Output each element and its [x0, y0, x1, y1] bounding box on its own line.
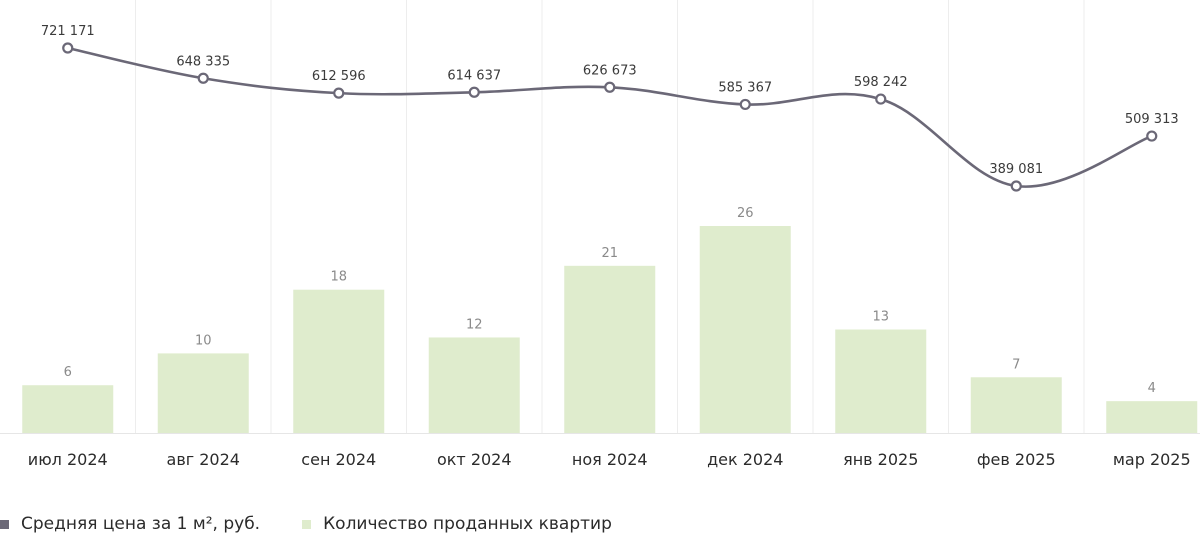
bar-label-7: 7 — [1012, 357, 1020, 372]
price-line — [67, 46, 1153, 188]
x-tick-label-7: фев 2025 — [977, 450, 1056, 469]
bar-label-0: 6 — [64, 365, 72, 380]
bar-label-5: 26 — [737, 206, 754, 221]
x-tick-label-8: мар 2025 — [1113, 450, 1191, 469]
price-label-3: 614 637 — [447, 68, 501, 83]
price-point-7 — [1010, 180, 1022, 192]
x-tick-label-5: дек 2024 — [707, 450, 783, 469]
bar-6 — [835, 329, 927, 433]
price-point-1 — [197, 72, 209, 84]
price-point-8 — [1146, 130, 1158, 142]
legend-label-price: Средняя цена за 1 м², руб. — [21, 514, 261, 534]
price-label-0: 721 171 — [41, 24, 95, 39]
price-point-2 — [333, 87, 345, 99]
x-axis-labels: июл 2024 авг 2024 сен 2024 окт 2024 ноя 2024… — [28, 450, 1191, 469]
legend-swatch-price — [0, 519, 9, 529]
bar-3 — [428, 337, 520, 433]
price-point-0 — [62, 42, 74, 54]
price-point-3 — [468, 86, 480, 98]
x-tick-label-1: авг 2024 — [167, 450, 240, 469]
bar-8 — [1106, 401, 1198, 433]
bar-label-4: 21 — [601, 246, 618, 261]
chart: 6 10 18 12 21 26 13 7 4 721 171 648 335 612 596 614… — [0, 0, 1200, 469]
legend-swatch-count — [302, 519, 312, 529]
bar-value-labels: 6 10 18 12 21 26 13 7 4 — [64, 206, 1156, 396]
bar-label-1: 10 — [195, 333, 212, 348]
price-point-5 — [739, 98, 751, 111]
bar-label-6: 13 — [872, 310, 889, 325]
bar-series — [22, 226, 1198, 433]
bar-label-8: 4 — [1148, 381, 1156, 396]
bar-2 — [293, 289, 385, 433]
x-tick-label-0: июл 2024 — [28, 450, 108, 469]
price-label-5: 585 367 — [718, 80, 772, 95]
price-label-6: 598 242 — [854, 75, 908, 90]
price-label-7: 389 081 — [989, 162, 1043, 177]
x-tick-label-6: янв 2025 — [843, 450, 918, 469]
price-label-8: 509 313 — [1125, 112, 1179, 127]
price-point-4 — [604, 81, 616, 93]
bar-label-2: 18 — [330, 270, 347, 285]
bar-1 — [157, 353, 249, 433]
price-label-2: 612 596 — [312, 69, 366, 84]
x-tick-label-2: сен 2024 — [301, 450, 376, 469]
legend-label-count: Количество проданных квартир — [323, 514, 612, 534]
legend-item-count: Количество проданных квартир — [302, 514, 612, 534]
x-tick-label-4: ноя 2024 — [572, 450, 648, 469]
price-label-4: 626 673 — [583, 63, 637, 78]
bar-5 — [699, 226, 791, 433]
bar-7 — [970, 377, 1062, 433]
bar-0 — [22, 385, 114, 433]
price-points — [62, 42, 1158, 192]
price-point-6 — [875, 93, 887, 105]
legend: Средняя цена за 1 м², руб. Количество пр… — [0, 512, 654, 536]
price-label-1: 648 335 — [176, 54, 230, 69]
x-tick-label-3: окт 2024 — [437, 450, 512, 469]
bar-4 — [564, 265, 656, 433]
grid-lines — [135, 0, 1085, 433]
bar-label-3: 12 — [466, 317, 483, 332]
legend-item-price: Средняя цена за 1 м², руб. — [0, 514, 260, 534]
price-value-labels: 721 171 648 335 612 596 614 637 626 673 585 3… — [41, 24, 1179, 177]
